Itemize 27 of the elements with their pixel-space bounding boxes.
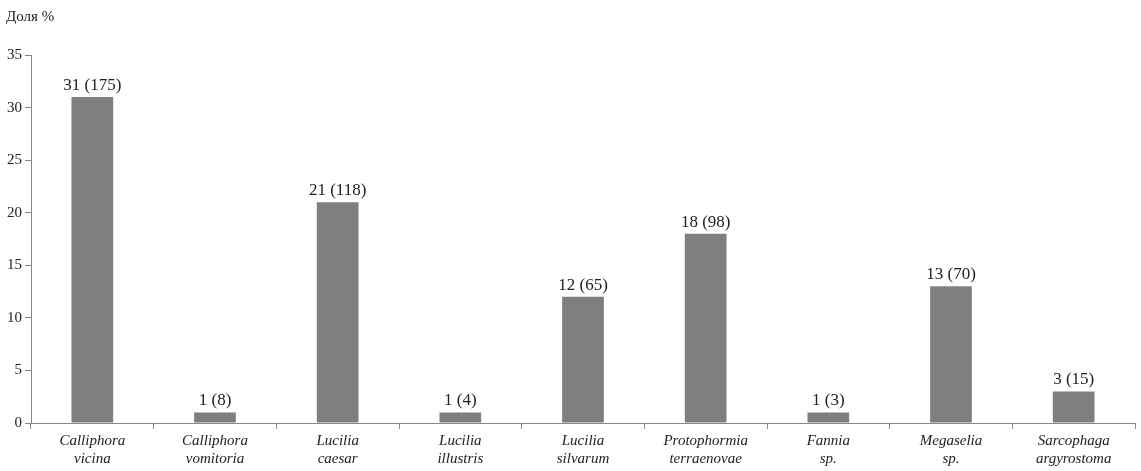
y-tick-label: 30 (7, 98, 22, 115)
x-tick-label: Protophormia terraenovae (662, 431, 748, 466)
y-tick-label: 25 (7, 151, 22, 168)
data-label: 31 (175) (63, 75, 122, 95)
x-tick-label: Calliphora vomitoria (182, 431, 248, 466)
data-label: 12 (65) (558, 274, 608, 294)
y-tick-label: 15 (7, 256, 22, 273)
y-tick-label: 5 (14, 361, 22, 378)
x-tick-label: Lucilia silvarum (556, 431, 610, 466)
data-label: 21 (118) (308, 180, 367, 200)
x-tick-label: Lucilia illustris (437, 431, 484, 466)
data-label: 1 (8) (198, 390, 232, 410)
data-label: 13 (70) (926, 264, 976, 284)
y-tick-label: 20 (7, 203, 22, 220)
y-tick-label: 10 (7, 308, 22, 325)
x-tick-label: Calliphora vicina (59, 431, 126, 466)
data-label: 3 (15) (1053, 369, 1095, 389)
data-label: 1 (3) (812, 390, 845, 410)
data-label: 18 (98) (680, 211, 731, 231)
y-tick-label: 0 (14, 413, 22, 430)
y-axis-title: Доля % (6, 8, 55, 25)
y-tick-label: 35 (7, 45, 22, 62)
data-label: 1 (4) (444, 390, 477, 410)
x-tick-label: Fannia sp. (805, 431, 851, 466)
x-tick-label: Sarcophaga argyrostoma (1035, 431, 1112, 466)
x-tick-label: Megaselia sp. (918, 431, 983, 466)
x-tick-label: Lucilia caesar (315, 431, 359, 466)
